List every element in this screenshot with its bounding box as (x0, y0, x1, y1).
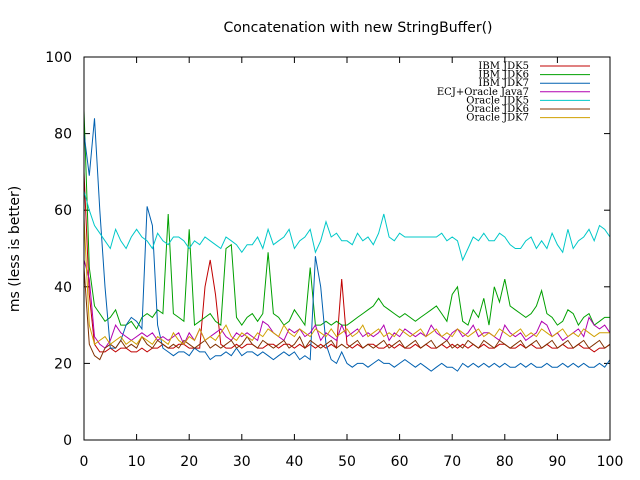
x-tick-label: 20 (180, 454, 198, 470)
y-tick-label: 40 (54, 280, 72, 296)
series-line (83, 259, 611, 349)
x-tick-label: 80 (496, 454, 514, 470)
x-tick-label: 40 (285, 454, 303, 470)
y-tick-label: 20 (54, 356, 72, 372)
x-tick-label: 70 (443, 454, 461, 470)
legend-label: ECJ+Oracle Java7 (437, 87, 529, 98)
y-tick-label: 80 (54, 127, 72, 143)
series-line (83, 267, 611, 361)
x-tick-label: 100 (597, 454, 624, 470)
y-tick-label: 0 (63, 433, 72, 449)
x-tick-label: 50 (338, 454, 356, 470)
plot-series (83, 110, 611, 372)
series-line (83, 110, 610, 330)
y-tick-label: 60 (54, 203, 72, 219)
x-tick-label: 30 (233, 454, 251, 470)
plot-border (83, 56, 611, 441)
series-line (83, 190, 611, 262)
y-tick-label: 100 (45, 50, 72, 66)
x-tick-label: 90 (548, 454, 566, 470)
x-tick-label: 60 (391, 454, 409, 470)
y-axis-label: ms (less is better) (7, 186, 23, 312)
legend-label: IBM JDK5 (478, 61, 529, 72)
legend-label: Oracle JDK7 (466, 113, 529, 124)
series-line (83, 217, 610, 346)
legend-label: Oracle JDK5 (466, 95, 529, 106)
legend-label: IBM JDK7 (478, 78, 529, 89)
series-line (83, 118, 611, 372)
x-tick-label: 10 (128, 454, 146, 470)
x-tick-label: 0 (80, 454, 89, 470)
series-line (83, 171, 611, 353)
legend-label: IBM JDK6 (478, 70, 529, 81)
chart-title: Concatenation with new StringBuffer() (223, 20, 492, 36)
legend-label: Oracle JDK6 (466, 104, 529, 115)
axis-ticks: 0 10 20 30 40 50 60 70 80 90 100 0 20 40 60 80 100 (45, 50, 623, 470)
